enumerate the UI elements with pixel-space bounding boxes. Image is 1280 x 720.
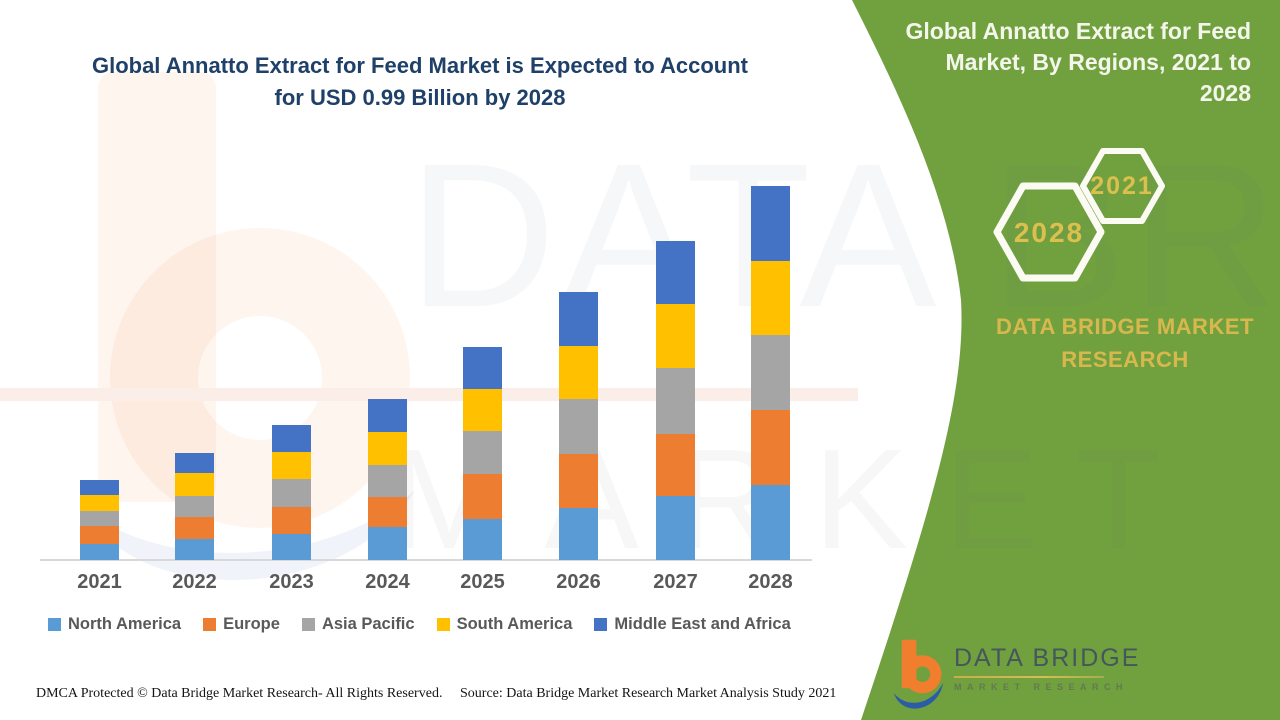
segment-middle-east-and-africa (463, 347, 502, 389)
watermark-band (0, 388, 858, 401)
brand-heading: DATA BRIDGE MARKET RESEARCH (965, 310, 1280, 376)
segment-asia-pacific (368, 465, 407, 497)
logo-b-icon (893, 639, 944, 709)
segment-south-america (751, 261, 790, 335)
legend-item: North America (48, 615, 181, 634)
segment-middle-east-and-africa (559, 292, 598, 346)
segment-north-america (656, 496, 695, 560)
company-logo: DATA BRIDGE MARKET RESEARCH (893, 638, 1140, 714)
bar-2024 (368, 399, 407, 560)
segment-north-america (463, 519, 502, 560)
segment-europe (656, 434, 695, 496)
legend-swatch (48, 618, 61, 631)
segment-middle-east-and-africa (175, 453, 214, 473)
legend-item: Middle East and Africa (594, 615, 791, 634)
legend-swatch (301, 618, 315, 631)
x-axis-label-2028: 2028 (748, 571, 793, 593)
legend-swatch (436, 618, 450, 631)
segment-north-america (272, 534, 311, 560)
segment-europe (80, 526, 119, 544)
watermark-text-bottom: MARKET RESEARCH (390, 420, 1280, 579)
segment-north-america (80, 544, 119, 560)
hexagon-label-2021: 2021 (1090, 172, 1154, 200)
segment-south-america (656, 304, 695, 368)
segment-south-america (368, 432, 407, 465)
bar-2021 (80, 480, 119, 560)
segment-south-america (80, 495, 119, 511)
segment-middle-east-and-africa (656, 241, 695, 304)
segment-europe (463, 474, 502, 519)
segment-middle-east-and-africa (751, 186, 790, 261)
legend-label: Asia Pacific (321, 615, 415, 633)
legend: North America Europe Asia Pacific South Ame… (48, 615, 791, 634)
segment-asia-pacific (175, 496, 214, 517)
segment-north-america (559, 508, 598, 560)
bar-2028 (751, 186, 790, 560)
hexagon-large-outline (993, 182, 1105, 282)
segment-europe (559, 454, 598, 508)
segment-europe (272, 507, 311, 534)
chart-area: 2021 2022 2023 2024 2025 2026 2027 2028 (40, 186, 812, 593)
chart-title-line2: for USD 0.99 Billion by 2028 (274, 85, 566, 110)
brand-heading-line2: RESEARCH (1061, 347, 1189, 372)
segment-asia-pacific (463, 431, 502, 474)
legend-label: Europe (223, 615, 280, 633)
segment-north-america (175, 539, 214, 560)
segment-middle-east-and-africa (80, 480, 119, 495)
segment-asia-pacific (751, 335, 790, 410)
x-axis-label-2026: 2026 (556, 571, 601, 593)
segment-south-america (272, 452, 311, 479)
segment-asia-pacific (559, 399, 598, 454)
legend-label: Middle East and Africa (614, 615, 791, 633)
x-axis-line (40, 559, 812, 561)
bar-2025 (463, 347, 502, 560)
segment-europe (175, 517, 214, 539)
x-axis-label-2025: 2025 (460, 571, 505, 593)
segment-middle-east-and-africa (368, 399, 407, 432)
x-axis-label-2023: 2023 (269, 571, 314, 593)
segment-middle-east-and-africa (272, 425, 311, 452)
logo-name: DATA BRIDGE (954, 644, 1141, 672)
legend-item: South America (436, 615, 573, 634)
logo-underline (954, 676, 1104, 678)
legend-swatch (594, 618, 608, 631)
logo-subtitle: MARKET RESEARCH (954, 682, 1129, 692)
hexagon-small-outline (1080, 148, 1165, 224)
legend-swatch (203, 618, 217, 631)
legend-item: Asia Pacific (301, 615, 415, 634)
segment-asia-pacific (656, 368, 695, 434)
segment-europe (751, 410, 790, 485)
segment-north-america (368, 527, 407, 560)
bar-2022 (175, 453, 214, 560)
chart-title: Global Annatto Extract for Feed Market i… (40, 50, 800, 114)
legend-item: Europe (203, 615, 280, 634)
x-axis-label-2021: 2021 (77, 571, 122, 593)
legend-label: North America (68, 615, 182, 633)
segment-south-america (559, 346, 598, 399)
bar-2023 (272, 425, 311, 560)
x-axis-label-2027: 2027 (653, 571, 698, 593)
segment-south-america (175, 473, 214, 496)
legend-label: South America (456, 615, 573, 633)
x-axis-label-2024: 2024 (365, 571, 410, 593)
chart-title-line1: Global Annatto Extract for Feed Market i… (91, 53, 749, 78)
x-axis-label-2022: 2022 (172, 571, 217, 593)
segment-north-america (751, 485, 790, 560)
footer-dmca-text: DMCA Protected © Data Bridge Market Rese… (36, 686, 443, 701)
brand-heading-line1: DATA BRIDGE MARKET (996, 314, 1254, 339)
bar-2026 (559, 292, 598, 560)
side-panel-title: Global Annatto Extract for Feed Market, … (905, 18, 1251, 106)
segment-south-america (463, 389, 502, 431)
footer-source-text: Source: Data Bridge Market Research Mark… (460, 686, 837, 701)
hexagon-label-2028: 2028 (1013, 217, 1085, 248)
segment-asia-pacific (80, 511, 119, 526)
bar-2027 (656, 241, 695, 560)
segment-europe (368, 497, 407, 527)
segment-asia-pacific (272, 479, 311, 507)
watermark-text-top: DATA BRIDGE (408, 121, 1280, 350)
